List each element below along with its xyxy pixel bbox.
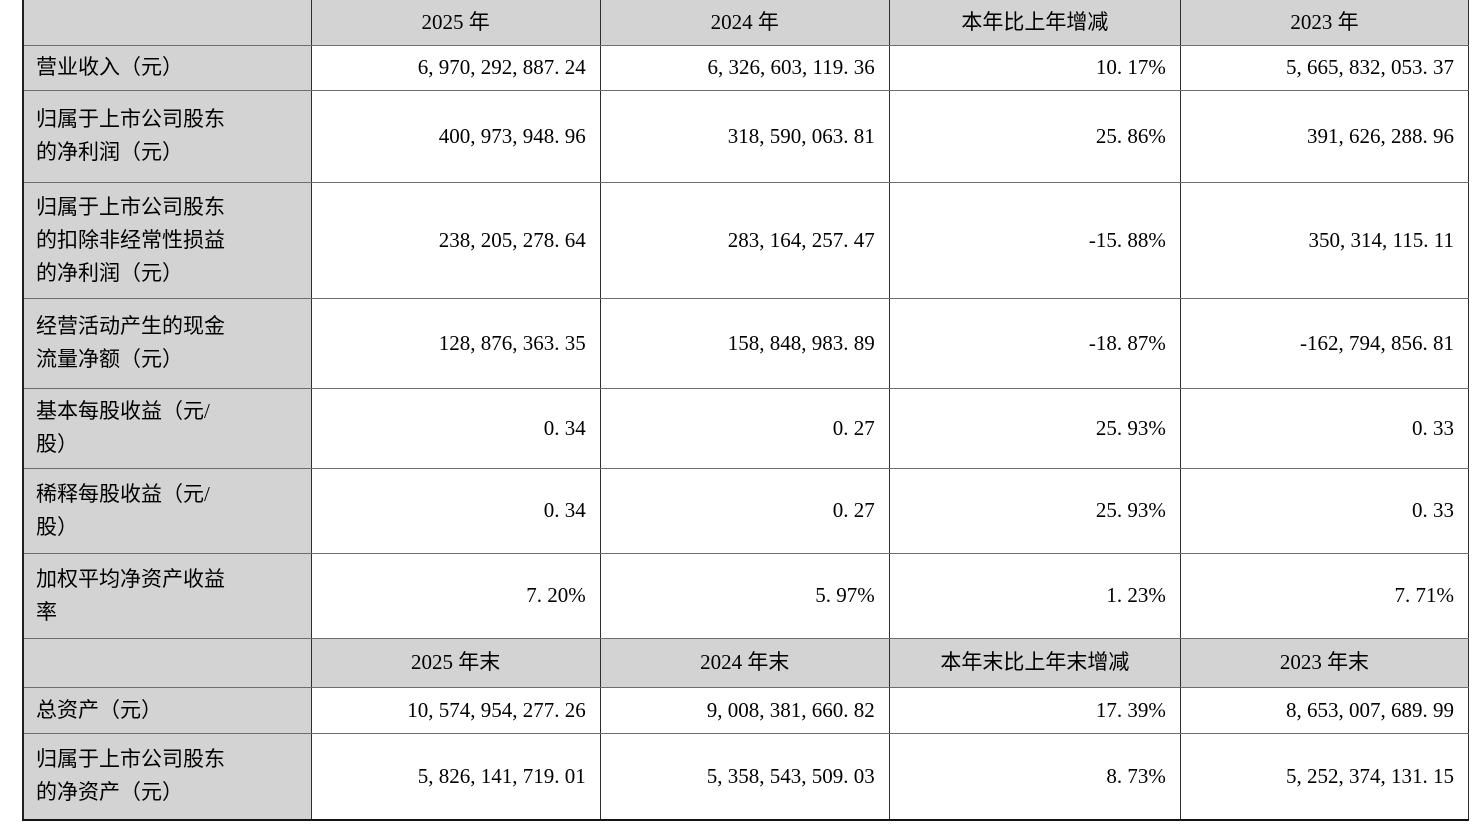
value-cell: 17. 39%: [888, 686, 1181, 734]
row-label-cell: 营业收入（元）: [22, 44, 312, 91]
value-cell: 6, 326, 603, 119. 36: [599, 44, 890, 91]
value-cell: 7. 20%: [310, 552, 601, 639]
financial-summary-table: 2025 年 2024 年 本年比上年增减 2023 年 营业收入（元） 6, …: [22, 0, 1470, 821]
column-header-2023-end: 2023 年末: [1179, 637, 1470, 688]
value-cell: 0. 27: [599, 387, 890, 469]
row-label-cell: 归属于上市公司股东 的扣除非经常性损益 的净利润（元）: [22, 181, 312, 299]
table-row-diluted-eps: 稀释每股收益（元/ 股） 0. 34 0. 27 25. 93% 0. 33: [22, 467, 1470, 554]
value-cell: 25. 93%: [888, 467, 1181, 554]
value-cell: 9, 008, 381, 660. 82: [599, 686, 890, 734]
table-row-total-assets: 总资产（元） 10, 574, 954, 277. 26 9, 008, 381…: [22, 686, 1470, 734]
column-header-2023: 2023 年: [1179, 0, 1470, 46]
value-cell: 5, 252, 374, 131. 15: [1179, 732, 1470, 821]
value-cell: 8, 653, 007, 689. 99: [1179, 686, 1470, 734]
value-cell: 10, 574, 954, 277. 26: [310, 686, 601, 734]
table-header-row-year-end: 2025 年末 2024 年末 本年末比上年末增减 2023 年末: [22, 637, 1470, 688]
table-row-operating-revenue: 营业收入（元） 6, 970, 292, 887. 24 6, 326, 603…: [22, 44, 1470, 91]
value-cell: 8. 73%: [888, 732, 1181, 821]
value-cell: -162, 794, 856. 81: [1179, 297, 1470, 389]
value-cell: 0. 34: [310, 387, 601, 469]
value-cell: 0. 33: [1179, 467, 1470, 554]
value-cell: 238, 205, 278. 64: [310, 181, 601, 299]
row-label-cell: 稀释每股收益（元/ 股）: [22, 467, 312, 554]
value-cell: 0. 27: [599, 467, 890, 554]
value-cell: 158, 848, 983. 89: [599, 297, 890, 389]
column-header-yoy-change: 本年比上年增减: [888, 0, 1181, 46]
row-label-cell: 归属于上市公司股东 的净利润（元）: [22, 89, 312, 183]
column-header-2024-end: 2024 年末: [599, 637, 890, 688]
table-row-net-profit-excl-nonrecurring: 归属于上市公司股东 的扣除非经常性损益 的净利润（元） 238, 205, 27…: [22, 181, 1470, 299]
value-cell: 1. 23%: [888, 552, 1181, 639]
column-header-2025: 2025 年: [310, 0, 601, 46]
value-cell: 350, 314, 115. 11: [1179, 181, 1470, 299]
value-cell: -15. 88%: [888, 181, 1181, 299]
value-cell: 5, 826, 141, 719. 01: [310, 732, 601, 821]
value-cell: 5, 665, 832, 053. 37: [1179, 44, 1470, 91]
table-row-basic-eps: 基本每股收益（元/ 股） 0. 34 0. 27 25. 93% 0. 33: [22, 387, 1470, 469]
table-row-operating-cash-flow: 经营活动产生的现金 流量净额（元） 128, 876, 363. 35 158,…: [22, 297, 1470, 389]
value-cell: 5. 97%: [599, 552, 890, 639]
value-cell: 6, 970, 292, 887. 24: [310, 44, 601, 91]
value-cell: 128, 876, 363. 35: [310, 297, 601, 389]
value-cell: 283, 164, 257. 47: [599, 181, 890, 299]
row-label-cell: 总资产（元）: [22, 686, 312, 734]
value-cell: -18. 87%: [888, 297, 1181, 389]
value-cell: 5, 358, 543, 509. 03: [599, 732, 890, 821]
column-header-yearend-change: 本年末比上年末增减: [888, 637, 1181, 688]
value-cell: 10. 17%: [888, 44, 1181, 91]
value-cell: 25. 93%: [888, 387, 1181, 469]
table-row-net-profit: 归属于上市公司股东 的净利润（元） 400, 973, 948. 96 318,…: [22, 89, 1470, 183]
value-cell: 391, 626, 288. 96: [1179, 89, 1470, 183]
row-label-cell: 经营活动产生的现金 流量净额（元）: [22, 297, 312, 389]
value-cell: 318, 590, 063. 81: [599, 89, 890, 183]
row-label-cell: 基本每股收益（元/ 股）: [22, 387, 312, 469]
corner-cell: [22, 637, 312, 688]
column-header-2024: 2024 年: [599, 0, 890, 46]
value-cell: 0. 34: [310, 467, 601, 554]
row-label-cell: 加权平均净资产收益 率: [22, 552, 312, 639]
table-row-weighted-roe: 加权平均净资产收益 率 7. 20% 5. 97% 1. 23% 7. 71%: [22, 552, 1470, 639]
row-label-cell: 归属于上市公司股东 的净资产（元）: [22, 732, 312, 821]
value-cell: 25. 86%: [888, 89, 1181, 183]
table-row-net-assets: 归属于上市公司股东 的净资产（元） 5, 826, 141, 719. 01 5…: [22, 732, 1470, 821]
value-cell: 0. 33: [1179, 387, 1470, 469]
table-header-row-annual: 2025 年 2024 年 本年比上年增减 2023 年: [22, 0, 1470, 46]
value-cell: 7. 71%: [1179, 552, 1470, 639]
column-header-2025-end: 2025 年末: [310, 637, 601, 688]
corner-cell: [22, 0, 312, 46]
value-cell: 400, 973, 948. 96: [310, 89, 601, 183]
